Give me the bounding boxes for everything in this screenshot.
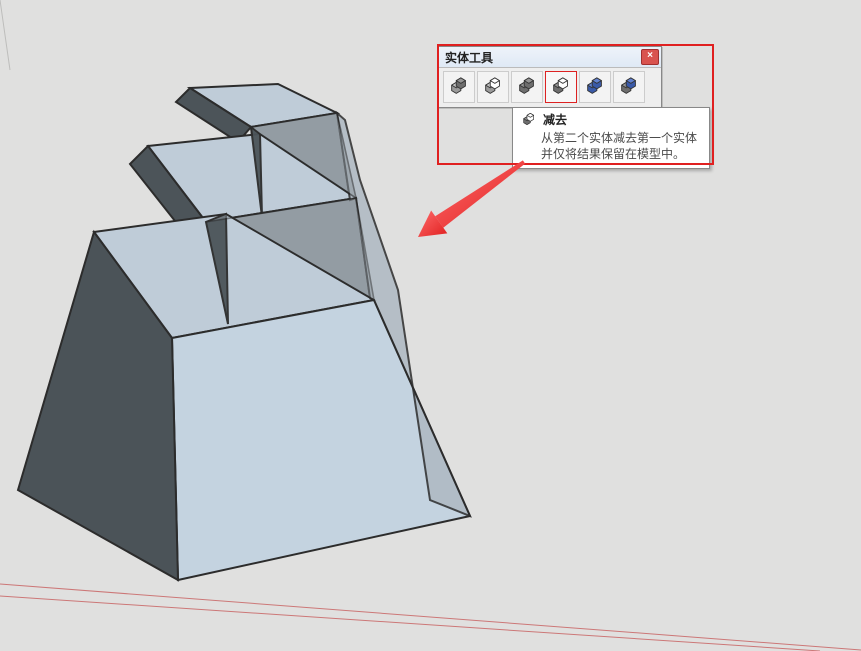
intersect-tool[interactable] <box>477 71 509 103</box>
subtract-tooltip: 减去 从第二个实体减去第一个实体并仅将结果保留在模型中。 <box>512 107 710 169</box>
subtract-tool[interactable] <box>545 71 577 103</box>
close-icon[interactable]: × <box>641 49 659 65</box>
tooltip-title: 减去 <box>543 111 567 128</box>
solid-tools-toolbar[interactable]: 实体工具 × <box>438 46 662 108</box>
subtract-icon <box>521 112 537 128</box>
viewport: 实体工具 × <box>0 0 861 651</box>
union-tool[interactable] <box>511 71 543 103</box>
trim-tool[interactable] <box>579 71 611 103</box>
outer-shell-tool[interactable] <box>443 71 475 103</box>
toolbar-title: 实体工具 <box>445 49 493 66</box>
split-tool[interactable] <box>613 71 645 103</box>
model-canvas <box>0 0 861 651</box>
toolbar-body <box>439 68 661 107</box>
toolbar-titlebar[interactable]: 实体工具 × <box>439 47 661 68</box>
tooltip-body: 从第二个实体减去第一个实体并仅将结果保留在模型中。 <box>513 128 709 168</box>
